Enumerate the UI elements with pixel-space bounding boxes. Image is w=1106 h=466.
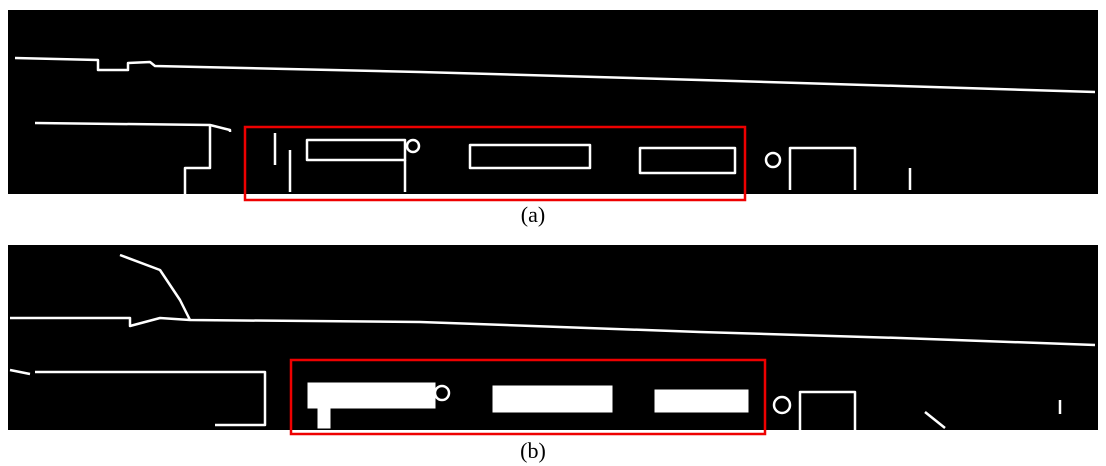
object [318, 408, 330, 428]
panel-a [8, 10, 1098, 194]
figure: (a) (b) [0, 0, 1106, 466]
object [308, 383, 435, 408]
object [655, 390, 748, 412]
caption: (b) [520, 438, 546, 463]
object [493, 386, 612, 412]
caption: (a) [521, 202, 545, 227]
